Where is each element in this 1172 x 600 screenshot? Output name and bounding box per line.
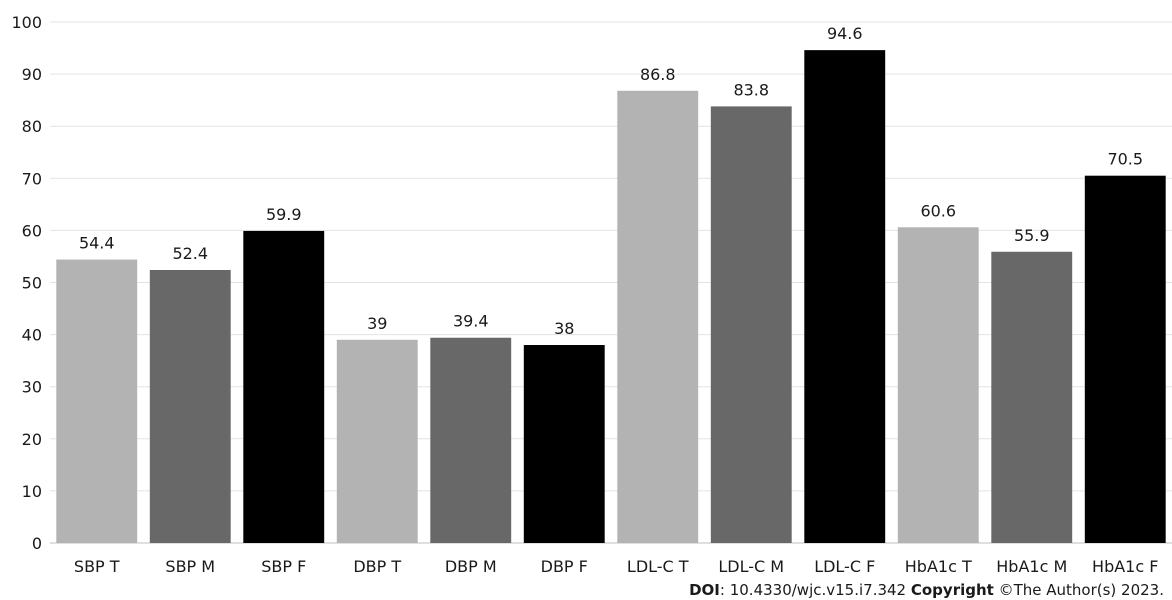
- x-tick-label: HbA1c F: [1092, 557, 1158, 576]
- y-tick-label: 0: [32, 534, 42, 553]
- x-tick-label: SBP T: [74, 557, 120, 576]
- bar: [336, 339, 418, 543]
- data-label: 83.8: [733, 80, 769, 99]
- bar: [897, 227, 979, 544]
- y-tick-label: 100: [11, 13, 42, 32]
- bar: [1084, 175, 1166, 543]
- data-label: 38: [554, 319, 574, 338]
- x-tick-label: HbA1c M: [996, 557, 1067, 576]
- doi-copyright-footer: DOI: 10.4330/wjc.v15.i7.342 Copyright ©T…: [689, 581, 1164, 599]
- x-tick-label: DBP T: [353, 557, 401, 576]
- category-labels: SBP T SBP M SBP F DBP T DBP M DBP F LDL-C T LDL…: [74, 557, 1159, 576]
- bar: [523, 345, 605, 543]
- y-tick-label: 80: [22, 117, 42, 136]
- x-tick-label: DBP M: [445, 557, 497, 576]
- y-tick-label: 30: [22, 378, 42, 397]
- y-tick-label: 10: [22, 482, 42, 501]
- y-tick-label: 40: [22, 326, 42, 345]
- data-labels: 54.4 52.4 59.9 39 39.4 38 86.8 83.8 94.6 60.6 55.9…: [79, 24, 1143, 338]
- bar: [710, 106, 792, 543]
- bar: [243, 230, 325, 543]
- data-label: 59.9: [266, 205, 302, 224]
- copyright-label: Copyright: [910, 581, 994, 599]
- y-tick-label: 90: [22, 65, 42, 84]
- y-tick-label: 60: [22, 221, 42, 240]
- x-tick-label: SBP M: [165, 557, 215, 576]
- x-tick-label: DBP F: [541, 557, 588, 576]
- x-tick-label: LDL-C M: [718, 557, 784, 576]
- data-label: 70.5: [1107, 150, 1143, 169]
- data-label: 52.4: [172, 244, 208, 263]
- bar: [430, 337, 512, 543]
- bar: [56, 259, 138, 543]
- x-tick-label: LDL-C F: [814, 557, 875, 576]
- data-label: 60.6: [920, 201, 956, 220]
- bar-chart: 0 10 20 30 40 50 60 70 80 90 100 54.4 52.4 59.9 39 39.…: [11, 13, 1172, 576]
- data-label: 94.6: [827, 24, 863, 43]
- y-tick-label: 50: [22, 274, 42, 293]
- data-label: 39.4: [453, 312, 489, 331]
- y-tick-label: 70: [22, 169, 42, 188]
- gridlines: [50, 21, 1172, 544]
- bar: [617, 90, 699, 543]
- x-tick-label: LDL-C T: [627, 557, 689, 576]
- doi-label: DOI: [689, 581, 720, 599]
- bar: [804, 50, 886, 543]
- y-axis-ticks: 0 10 20 30 40 50 60 70 80 90 100: [11, 13, 42, 553]
- data-label: 39: [367, 314, 387, 333]
- x-tick-label: SBP F: [261, 557, 306, 576]
- data-label: 86.8: [640, 65, 676, 84]
- x-tick-label: HbA1c T: [905, 557, 972, 576]
- bar: [149, 269, 231, 543]
- data-label: 55.9: [1014, 226, 1050, 245]
- y-tick-label: 20: [22, 430, 42, 449]
- doi-text: : 10.4330/wjc.v15.i7.342: [719, 581, 911, 599]
- copyright-text: ©The Author(s) 2023.: [993, 581, 1164, 599]
- data-label: 54.4: [79, 234, 115, 253]
- bars: [56, 50, 1166, 544]
- bar: [991, 251, 1073, 544]
